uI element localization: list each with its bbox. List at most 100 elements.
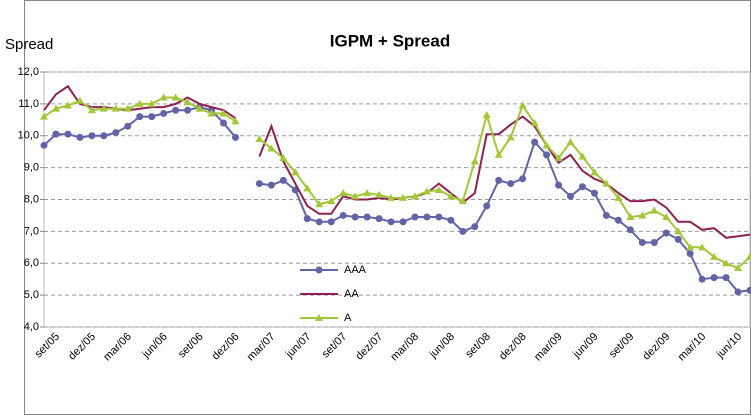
x-tick-label: mar/10 <box>676 331 709 364</box>
marker <box>207 109 216 117</box>
marker <box>40 141 48 149</box>
x-tick-label: set/06 <box>176 331 206 361</box>
marker <box>734 264 743 272</box>
y-tick-label: 12,0 <box>18 66 39 78</box>
marker <box>195 104 204 112</box>
x-tick-label: set/07 <box>320 331 350 361</box>
marker <box>267 144 276 152</box>
marker <box>112 129 120 137</box>
marker <box>88 132 96 140</box>
legend-marker <box>315 266 323 274</box>
marker <box>674 235 682 243</box>
marker <box>184 106 192 114</box>
x-tick-label: dez/07 <box>353 331 385 363</box>
marker <box>650 206 659 214</box>
marker <box>375 190 384 198</box>
marker <box>722 274 730 282</box>
marker <box>410 192 419 200</box>
marker <box>136 113 144 121</box>
marker <box>147 99 156 107</box>
marker <box>363 213 371 221</box>
x-tick-label: mar/06 <box>101 331 134 364</box>
marker <box>291 168 300 176</box>
marker <box>614 216 622 224</box>
y-tick-label: 6,0 <box>24 257 39 269</box>
legend-label: AA <box>344 288 359 300</box>
marker <box>710 252 719 260</box>
marker <box>662 229 670 237</box>
series-line <box>43 84 751 239</box>
marker <box>52 130 60 138</box>
marker <box>590 189 598 197</box>
x-tick-label: mar/07 <box>245 331 278 364</box>
marker <box>123 104 132 112</box>
marker <box>172 106 180 114</box>
marker <box>387 218 395 226</box>
marker <box>710 274 718 282</box>
x-tick-label: set/08 <box>463 331 493 361</box>
marker <box>698 275 706 283</box>
marker <box>111 104 120 112</box>
marker <box>698 243 707 251</box>
marker <box>518 101 527 109</box>
marker <box>375 215 383 223</box>
marker <box>422 187 431 195</box>
marker <box>63 101 72 109</box>
x-tick-label: jun/08 <box>427 331 457 361</box>
legend-label: AAA <box>344 264 367 276</box>
y-tick-label: 8,0 <box>24 193 39 205</box>
marker <box>100 132 108 140</box>
y-tick-label: 11,0 <box>18 98 39 110</box>
x-tick-label: dez/05 <box>66 331 98 363</box>
marker <box>578 183 586 191</box>
marker <box>483 202 491 210</box>
marker <box>124 122 132 130</box>
marker <box>434 185 443 193</box>
marker <box>159 93 168 101</box>
marker <box>507 180 515 188</box>
marker <box>351 192 360 200</box>
x-tick-label: set/09 <box>607 331 637 361</box>
x-tick-label: mar/09 <box>532 331 565 364</box>
marker <box>398 193 407 201</box>
marker <box>470 157 479 165</box>
marker <box>351 213 359 221</box>
marker <box>626 226 634 234</box>
legend-label: A <box>344 312 352 324</box>
marker <box>231 133 239 141</box>
marker <box>387 193 396 201</box>
x-tick-label: jun/06 <box>139 331 169 361</box>
legend-marker <box>315 314 323 321</box>
marker <box>447 216 455 224</box>
marker <box>495 176 503 184</box>
marker <box>567 192 575 200</box>
marker <box>219 119 227 127</box>
marker <box>446 192 455 200</box>
marker <box>51 104 60 112</box>
x-tick-label: mar/08 <box>388 331 421 364</box>
marker <box>219 109 228 117</box>
marker <box>459 227 467 235</box>
marker <box>650 239 658 247</box>
marker <box>614 193 623 201</box>
x-tick-label: jun/07 <box>283 331 313 361</box>
marker <box>411 213 419 221</box>
marker <box>555 181 563 189</box>
y-tick-label: 7,0 <box>24 225 39 237</box>
marker <box>255 180 263 188</box>
marker <box>638 211 647 219</box>
marker <box>506 133 515 141</box>
marker <box>543 151 551 159</box>
marker <box>530 119 539 126</box>
marker <box>99 104 108 112</box>
marker <box>40 112 48 120</box>
marker <box>602 179 611 187</box>
chart-title: IGPM + Spread <box>330 31 450 50</box>
marker <box>578 152 587 160</box>
marker <box>638 239 646 247</box>
marker <box>734 288 742 296</box>
marker <box>686 250 694 258</box>
marker <box>554 154 563 162</box>
y-tick-label: 9,0 <box>24 162 39 174</box>
